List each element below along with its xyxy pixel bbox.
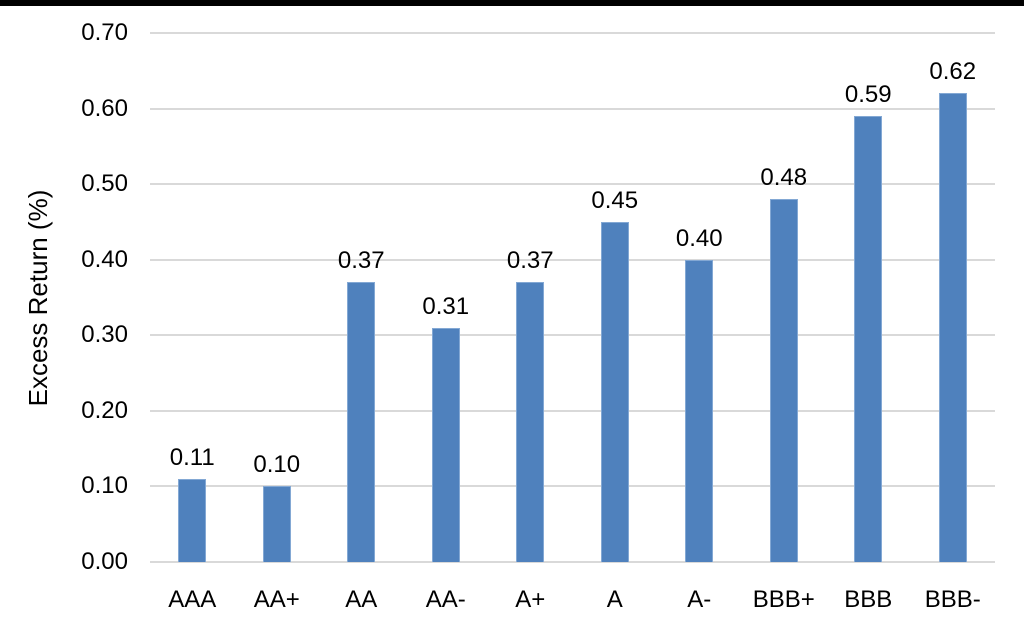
bar bbox=[347, 282, 376, 562]
bar bbox=[938, 93, 967, 562]
bar-value-label: 0.45 bbox=[591, 186, 639, 214]
bar bbox=[178, 478, 207, 562]
bar-value-label: 0.48 bbox=[760, 164, 808, 192]
bar-value-label: 0.40 bbox=[675, 224, 723, 252]
y-tick-label: 0.10 bbox=[81, 472, 128, 500]
gridline bbox=[150, 32, 995, 34]
gridline bbox=[150, 334, 995, 337]
bar bbox=[600, 221, 629, 562]
x-tick-label: AA+ bbox=[253, 586, 300, 613]
x-tick-label: BBB- bbox=[924, 586, 981, 613]
x-tick-label: A- bbox=[687, 586, 712, 613]
letterbox-top-bar bbox=[0, 0, 1024, 6]
gridline bbox=[150, 409, 995, 412]
bar bbox=[769, 199, 798, 562]
plot-area: 0.11 0.10 0.37 0.31 0.37 0.45 0.40 0.48 0.59 0.62 bbox=[150, 32, 995, 563]
x-tick-label: A+ bbox=[515, 586, 546, 613]
gridline bbox=[150, 183, 995, 186]
x-tick-label: BBB bbox=[844, 586, 893, 613]
bar-value-label: 0.62 bbox=[929, 58, 977, 86]
x-tick-label: AAA bbox=[168, 586, 217, 613]
bar bbox=[431, 327, 460, 562]
bar-value-label: 0.37 bbox=[337, 247, 385, 275]
y-tick-label: 0.00 bbox=[81, 548, 128, 575]
bar bbox=[854, 116, 883, 562]
bar-value-label: 0.59 bbox=[844, 81, 892, 109]
bar-value-label: 0.10 bbox=[253, 451, 301, 479]
gridline bbox=[150, 107, 995, 110]
bar-value-label: 0.31 bbox=[422, 292, 470, 320]
x-tick-label: BBB+ bbox=[752, 586, 815, 613]
gridline bbox=[150, 561, 995, 563]
y-axis-tick-labels: 0.70 0.60 0.50 0.40 0.30 0.20 0.10 0.00 bbox=[0, 21, 128, 574]
y-tick-label: 0.30 bbox=[81, 321, 128, 349]
bar-value-label: 0.11 bbox=[169, 443, 215, 471]
y-tick-label: 0.60 bbox=[81, 94, 128, 122]
bar-value-label: 0.37 bbox=[506, 247, 554, 275]
gridline bbox=[150, 485, 995, 488]
bar bbox=[516, 282, 545, 562]
gridline bbox=[150, 258, 995, 261]
x-tick-label: A bbox=[606, 586, 623, 613]
x-axis-tick-labels: AAA AA+ AA AA- A+ A A- BBB+ BBB BBB- bbox=[150, 586, 995, 614]
y-tick-label: 0.20 bbox=[81, 396, 128, 424]
bar bbox=[262, 486, 291, 562]
x-tick-label: AA bbox=[345, 586, 378, 613]
y-tick-label: 0.40 bbox=[81, 245, 128, 273]
x-tick-label: AA- bbox=[425, 586, 466, 613]
y-tick-label: 0.70 bbox=[81, 19, 128, 46]
bar bbox=[685, 259, 714, 562]
y-tick-label: 0.50 bbox=[81, 170, 128, 198]
